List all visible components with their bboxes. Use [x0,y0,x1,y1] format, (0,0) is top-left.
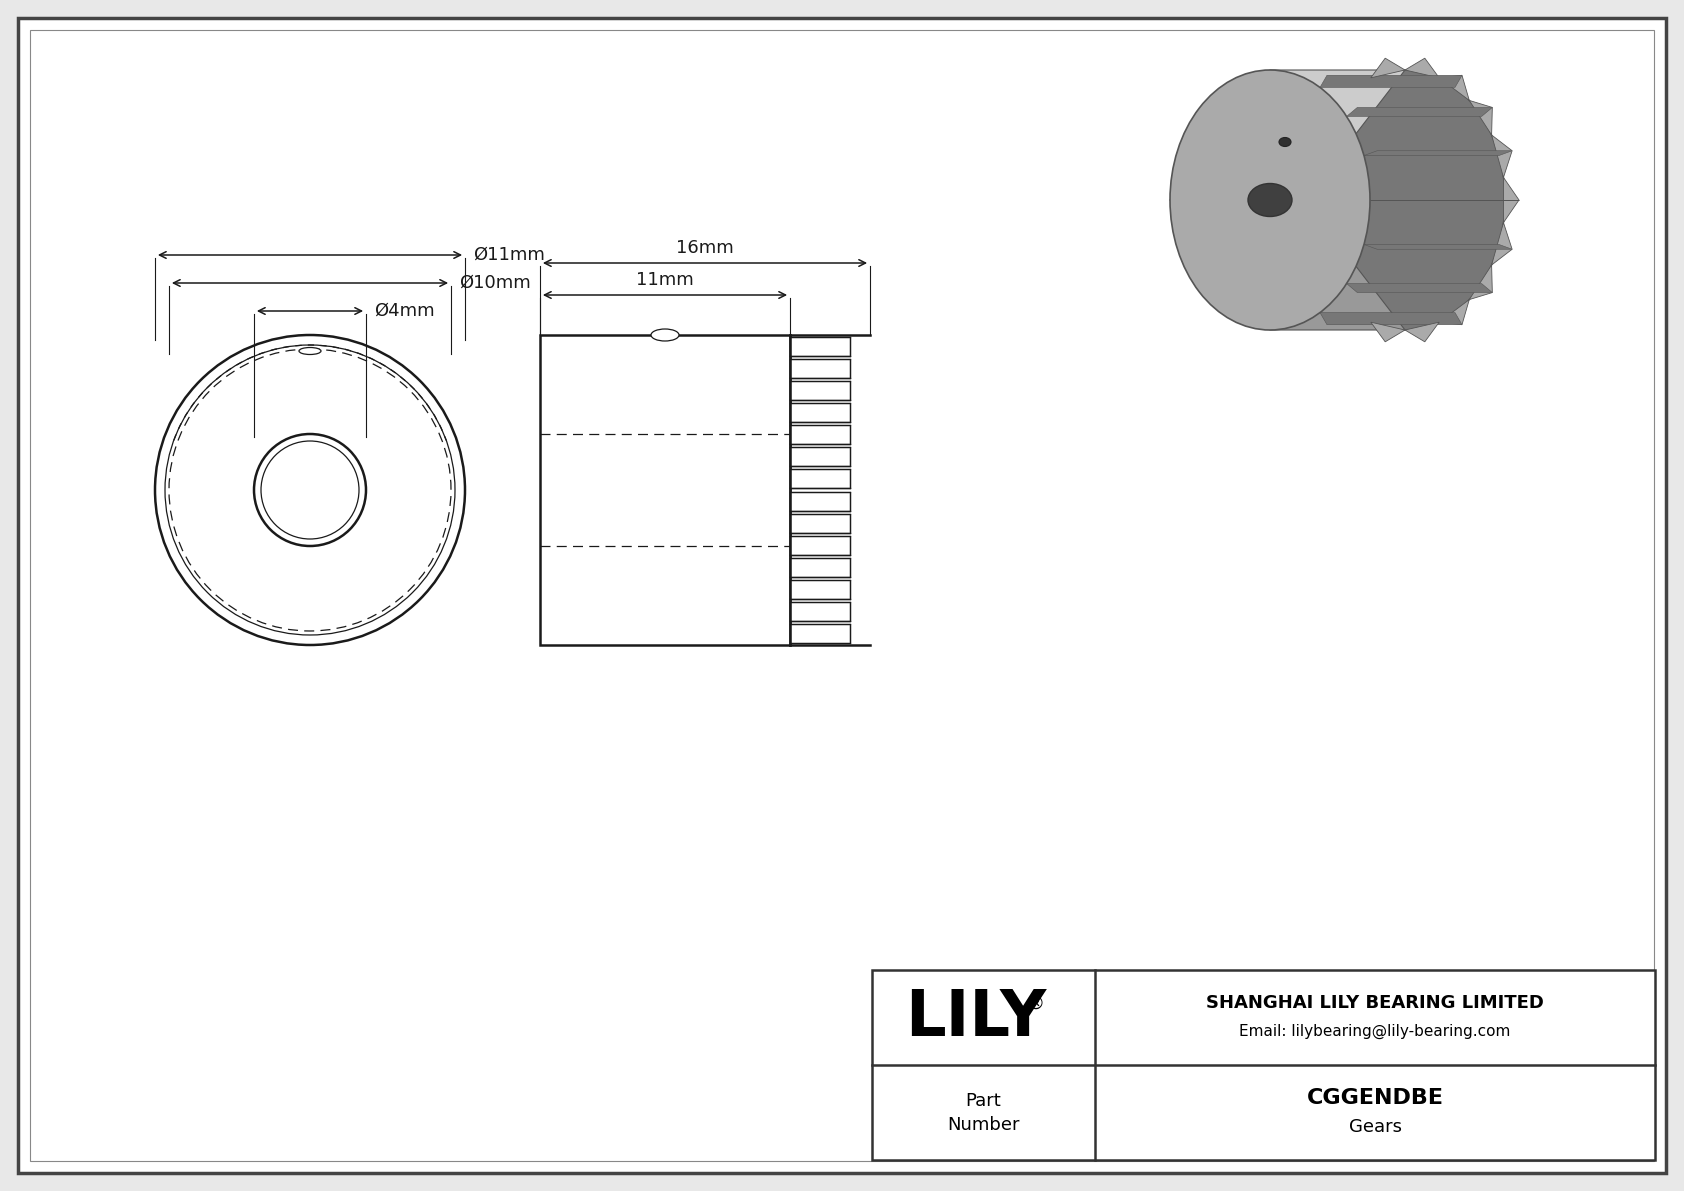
Bar [872,969,1655,1160]
Ellipse shape [1248,183,1292,217]
Bar [790,557,850,576]
Bar [790,513,850,532]
Ellipse shape [652,329,679,341]
Polygon shape [1492,223,1512,266]
Bar [790,448,850,467]
Polygon shape [1371,58,1404,77]
Ellipse shape [1280,137,1292,146]
Bar [790,337,850,356]
Polygon shape [1504,177,1519,223]
Polygon shape [1468,100,1492,135]
Polygon shape [1404,322,1440,342]
Bar [790,603,850,622]
Bar [541,335,790,646]
Polygon shape [1347,107,1492,117]
Text: SHANGHAI LILY BEARING LIMITED: SHANGHAI LILY BEARING LIMITED [1206,994,1544,1012]
Text: Number: Number [946,1116,1021,1134]
Text: Ø4mm: Ø4mm [374,303,434,320]
Polygon shape [1320,312,1462,325]
Bar [790,492,850,511]
Text: Ø10mm: Ø10mm [460,274,530,292]
Text: ®: ® [1027,994,1044,1012]
Bar [790,358,850,378]
Ellipse shape [1170,70,1371,330]
Bar [790,624,850,643]
Polygon shape [1492,135,1512,177]
Polygon shape [1468,266,1492,300]
Bar [790,425,850,444]
Polygon shape [1170,70,1404,200]
Bar [790,403,850,422]
Polygon shape [1440,75,1468,100]
Polygon shape [1404,58,1440,77]
Polygon shape [1371,322,1404,342]
Bar [790,580,850,599]
Bar [790,381,850,400]
Text: LILY: LILY [904,986,1046,1048]
Text: Ø11mm: Ø11mm [473,247,546,264]
Text: CGGENDBE: CGGENDBE [1307,1089,1443,1109]
Ellipse shape [300,348,322,355]
Polygon shape [1347,283,1492,293]
Text: 11mm: 11mm [637,272,694,289]
Text: Gears: Gears [1349,1117,1401,1135]
Polygon shape [1364,151,1512,156]
Polygon shape [1320,75,1462,87]
Text: Part: Part [965,1091,1002,1110]
Polygon shape [1170,200,1404,330]
Polygon shape [1440,300,1468,325]
Bar [790,536,850,555]
Bar [790,469,850,488]
Polygon shape [1364,244,1512,249]
Text: Email: lilybearing@lily-bearing.com: Email: lilybearing@lily-bearing.com [1239,1024,1511,1039]
Text: 16mm: 16mm [675,239,734,257]
Ellipse shape [1305,70,1505,330]
